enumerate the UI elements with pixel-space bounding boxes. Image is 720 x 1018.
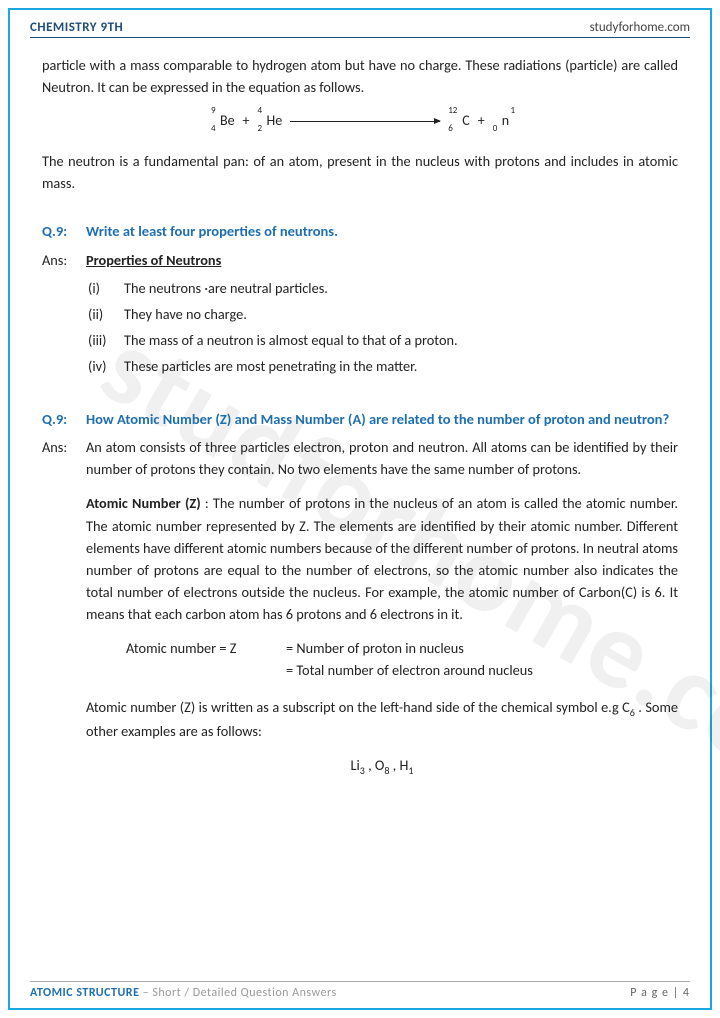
isotope-be: 9 4 Be [211, 110, 235, 132]
footer-page-number: P a g e | 4 [630, 986, 690, 1000]
question-number: Q.9: [42, 220, 86, 242]
reaction-arrow-icon [290, 121, 440, 122]
question-9a-row: Q.9: Write at least four properties of n… [42, 220, 678, 242]
plus-sign: + [243, 110, 250, 132]
answer-9a-row: Ans: Properties of Neutrons (i)The neutr… [42, 249, 678, 382]
isotope-c: 12 6 C [448, 110, 469, 132]
answer-label: Ans: [42, 436, 86, 778]
intro-paragraph-1: particle with a mass comparable to hydro… [42, 54, 678, 98]
list-item: (ii)They have no charge. [86, 303, 678, 325]
formula-block: Atomic number = Z = Number of proton in … [126, 637, 678, 681]
page-header: CHEMISTRY 9TH studyforhome.com [30, 20, 690, 38]
page-footer: ATOMIC STRUCTURE – Short / Detailed Ques… [30, 981, 690, 1000]
header-subject: CHEMISTRY 9TH [30, 20, 123, 35]
page-content: particle with a mass comparable to hydro… [42, 54, 678, 782]
question-9b-row: Q.9: How Atomic Number (Z) and Mass Numb… [42, 408, 678, 430]
isotope-n: 0 n 1 [493, 110, 509, 132]
answer-label: Ans: [42, 249, 86, 382]
answer-heading: Properties of Neutrons [86, 249, 221, 271]
question-text: How Atomic Number (Z) and Mass Number (A… [86, 408, 669, 430]
examples-line: Li3 , O8 , H1 [86, 754, 678, 778]
header-site: studyforhome.com [590, 20, 690, 35]
question-number: Q.9: [42, 408, 86, 430]
footer-title: ATOMIC STRUCTURE – Short / Detailed Ques… [30, 986, 337, 1000]
isotope-he: 4 2 He [258, 110, 283, 132]
atomic-number-definition: Atomic Number (Z) : The number of proton… [86, 492, 678, 625]
list-item: (i)The neutrons ·are neutral particles. [86, 277, 678, 299]
list-item: (iii)The mass of a neutron is almost equ… [86, 329, 678, 351]
list-item: (iv)These particles are most penetrating… [86, 355, 678, 377]
plus-sign: + [478, 110, 485, 132]
question-text: Write at least four properties of neutro… [86, 220, 338, 242]
answer-9b-row: Ans: An atom consists of three particles… [42, 436, 678, 778]
intro-paragraph-2: The neutron is a fundamental pan: of an … [42, 150, 678, 194]
answer-paragraph: Atomic number (Z) is written as a subscr… [86, 696, 678, 743]
answer-paragraph: An atom consists of three particles elec… [86, 436, 678, 480]
chemical-equation: 9 4 Be + 4 2 He 12 6 C + 0 n 1 [42, 110, 678, 132]
